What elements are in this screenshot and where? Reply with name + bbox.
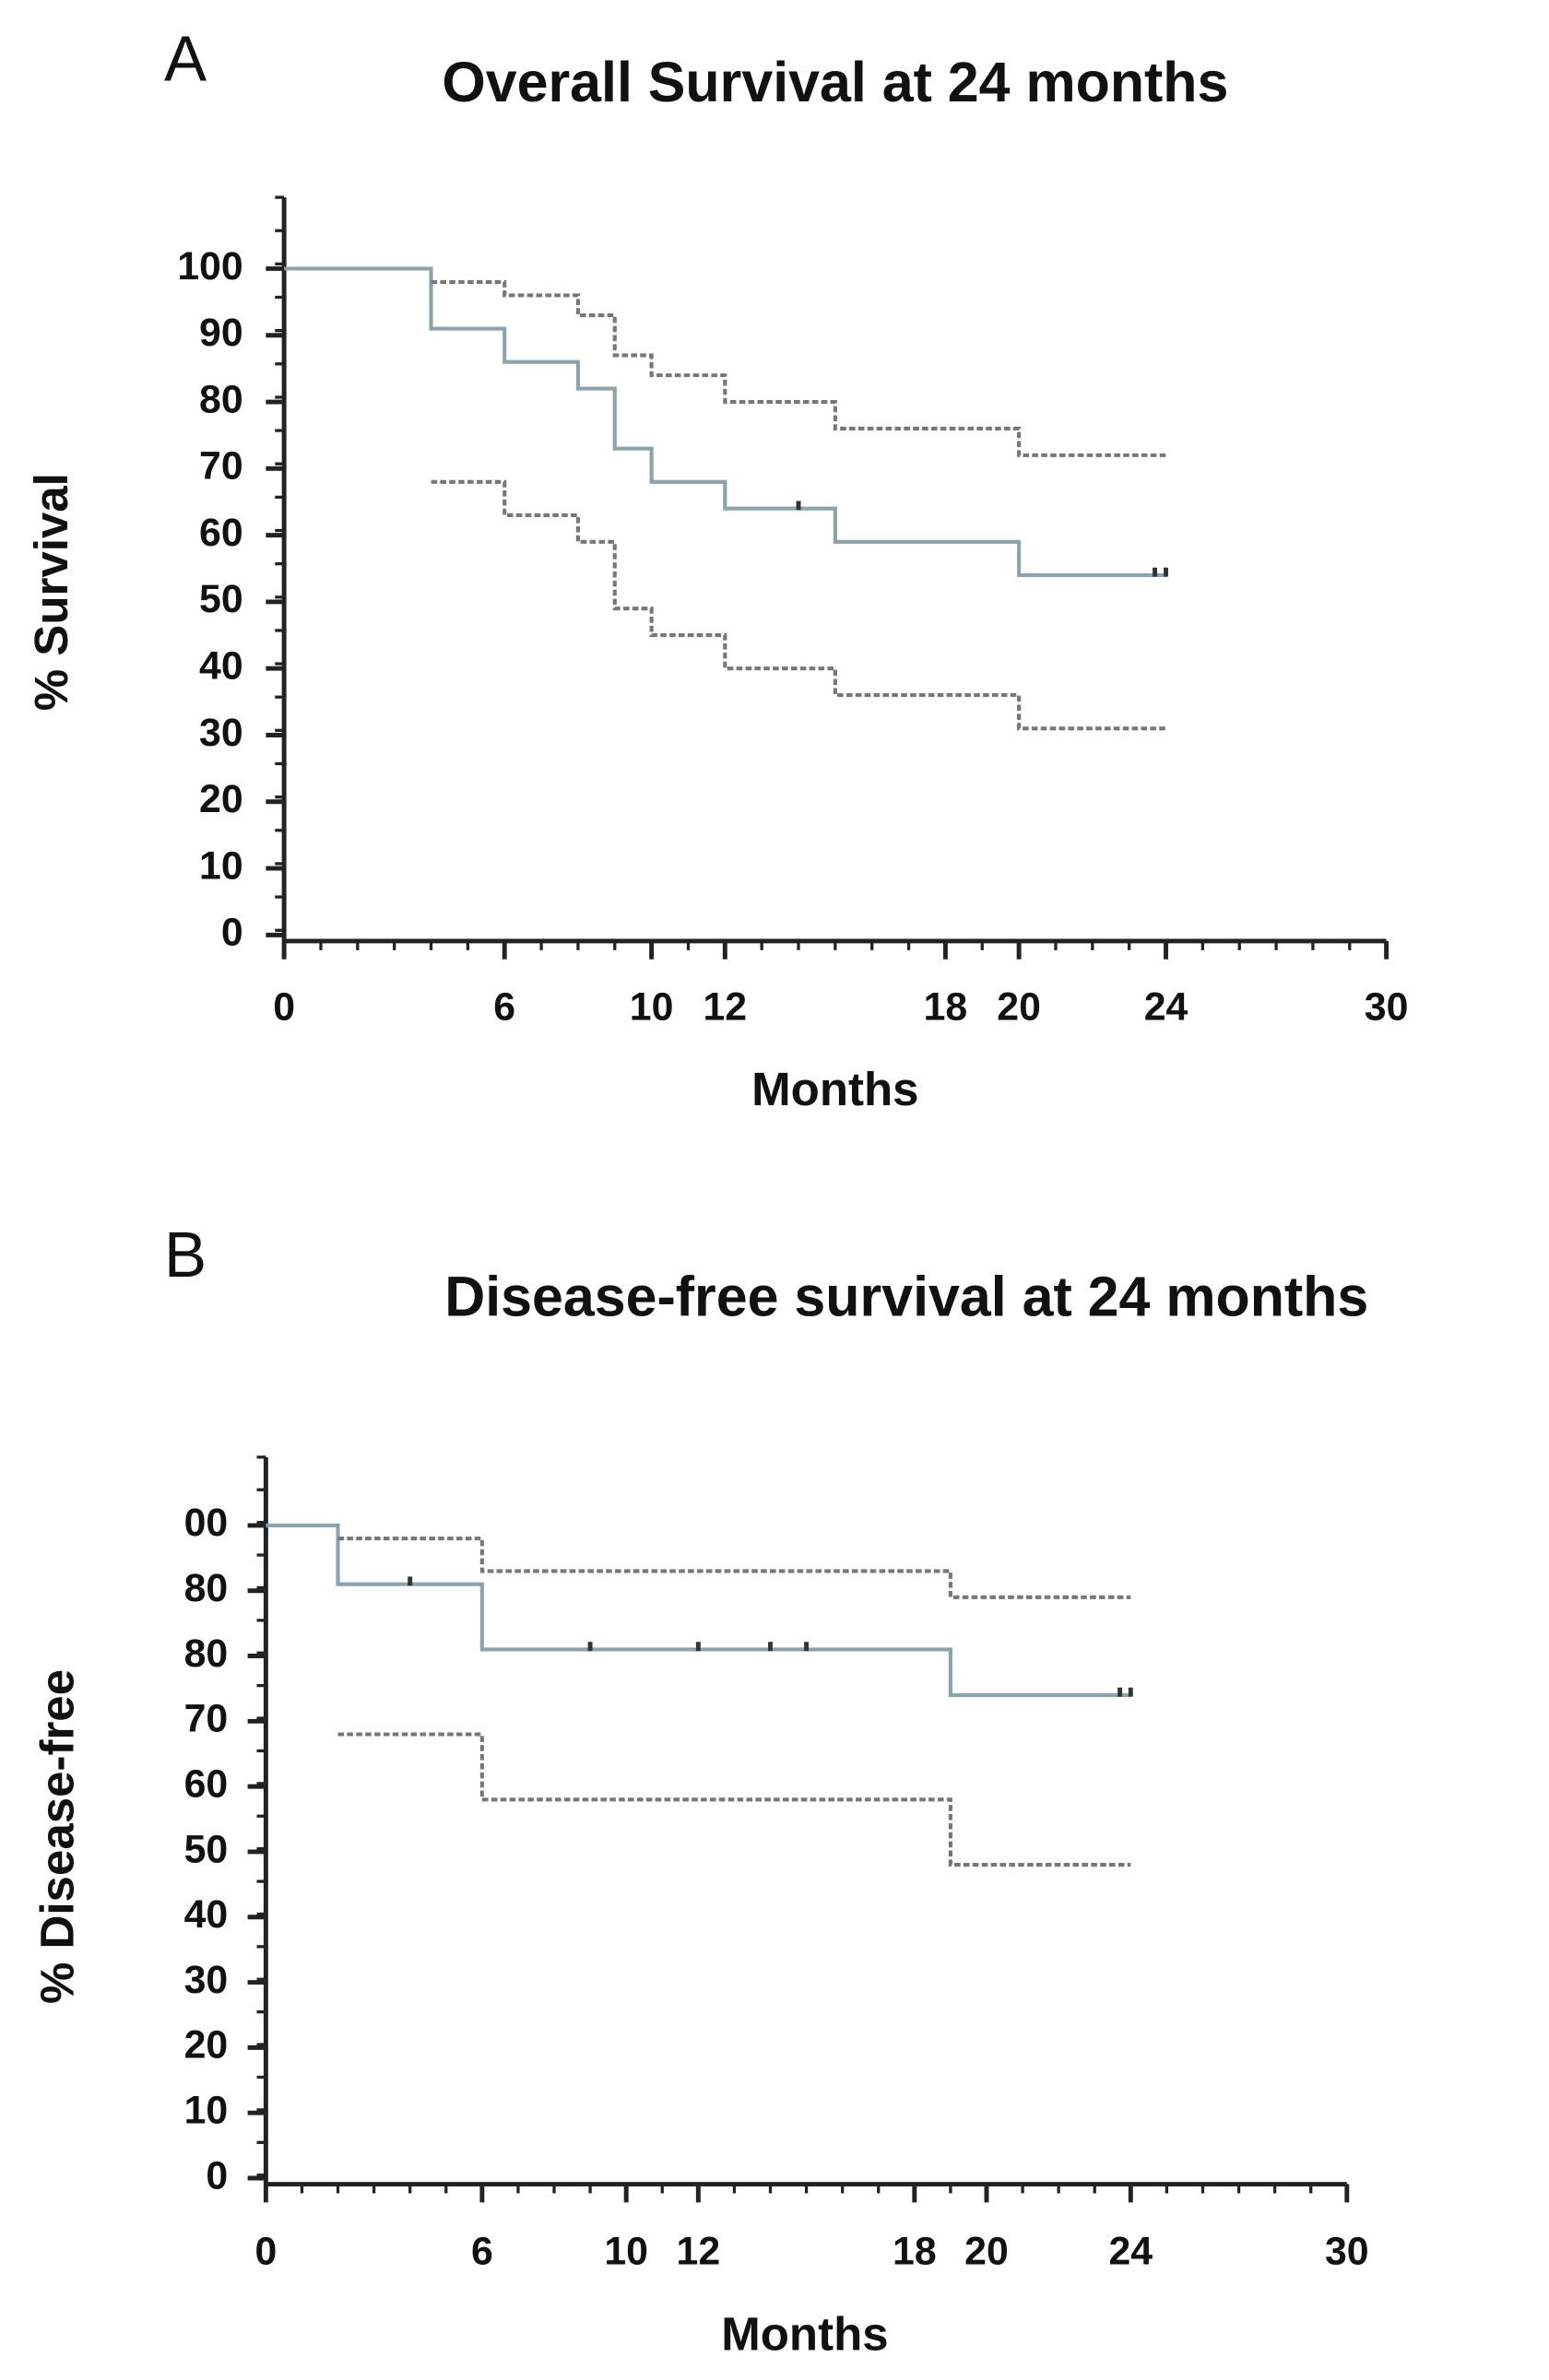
y-tick-label: 60 (184, 1761, 229, 1806)
y-tick-label: 80 (184, 1566, 229, 1610)
x-axis-label: Months (721, 2307, 888, 2360)
y-tick-label: 80 (199, 377, 243, 421)
y-tick-label: 0 (221, 911, 243, 955)
y-tick-label: 60 (199, 511, 243, 555)
y-tick-label: 00 (184, 1501, 229, 1545)
panel-label: B (164, 1219, 207, 1290)
x-tick-label: 0 (273, 984, 295, 1029)
y-tick-label: 100 (177, 244, 242, 289)
y-tick-label: 50 (199, 577, 243, 621)
panel-label: A (164, 22, 207, 94)
y-axis-label: % Survival (25, 473, 77, 711)
y-tick-label: 40 (199, 644, 243, 689)
y-tick-label: 10 (184, 2088, 229, 2132)
y-tick-label: 50 (184, 1827, 229, 1871)
y-tick-label: 30 (184, 1958, 229, 2002)
x-tick-label: 10 (604, 2230, 648, 2274)
y-tick-label: 80 (184, 1632, 229, 1676)
y-axis-label: % Disease-free (31, 1669, 84, 2004)
step-line (284, 266, 1166, 578)
x-tick-label: 18 (924, 984, 968, 1029)
x-tick-label: 24 (1109, 2230, 1153, 2274)
y-tick-label: 30 (199, 711, 243, 755)
x-tick-label: 24 (1144, 984, 1188, 1029)
y-tick-label: 20 (199, 777, 243, 821)
step-line (266, 1523, 1131, 1698)
y-tick-label: 0 (206, 2153, 228, 2197)
x-tick-label: 12 (704, 984, 748, 1029)
x-tick-label: 10 (630, 984, 674, 1029)
y-tick-label: 70 (199, 444, 243, 489)
y-tick-label: 40 (184, 1892, 229, 1937)
x-axis-label: Months (751, 1063, 918, 1115)
x-tick-label: 12 (677, 2230, 721, 2274)
x-tick-label: 0 (254, 2230, 277, 2274)
y-tick-label: 70 (184, 1697, 229, 1741)
x-tick-label: 6 (493, 984, 515, 1029)
x-tick-label: 20 (964, 2230, 1009, 2274)
x-tick-label: 18 (893, 2230, 937, 2274)
step-line (337, 1537, 1131, 1599)
x-tick-label: 6 (471, 2230, 493, 2274)
x-tick-label: 30 (1365, 984, 1409, 1029)
y-tick-label: 20 (184, 2023, 229, 2068)
y-tick-label: 90 (199, 311, 243, 355)
x-tick-label: 30 (1325, 2230, 1369, 2274)
y-tick-label: 10 (199, 843, 243, 888)
chart-title: Overall Survival at 24 months (442, 51, 1228, 113)
step-line (431, 479, 1166, 731)
step-line (337, 1732, 1131, 1867)
step-line (431, 279, 1166, 457)
chart-title: Disease-free survival at 24 months (444, 1265, 1368, 1327)
x-tick-label: 20 (997, 984, 1041, 1029)
